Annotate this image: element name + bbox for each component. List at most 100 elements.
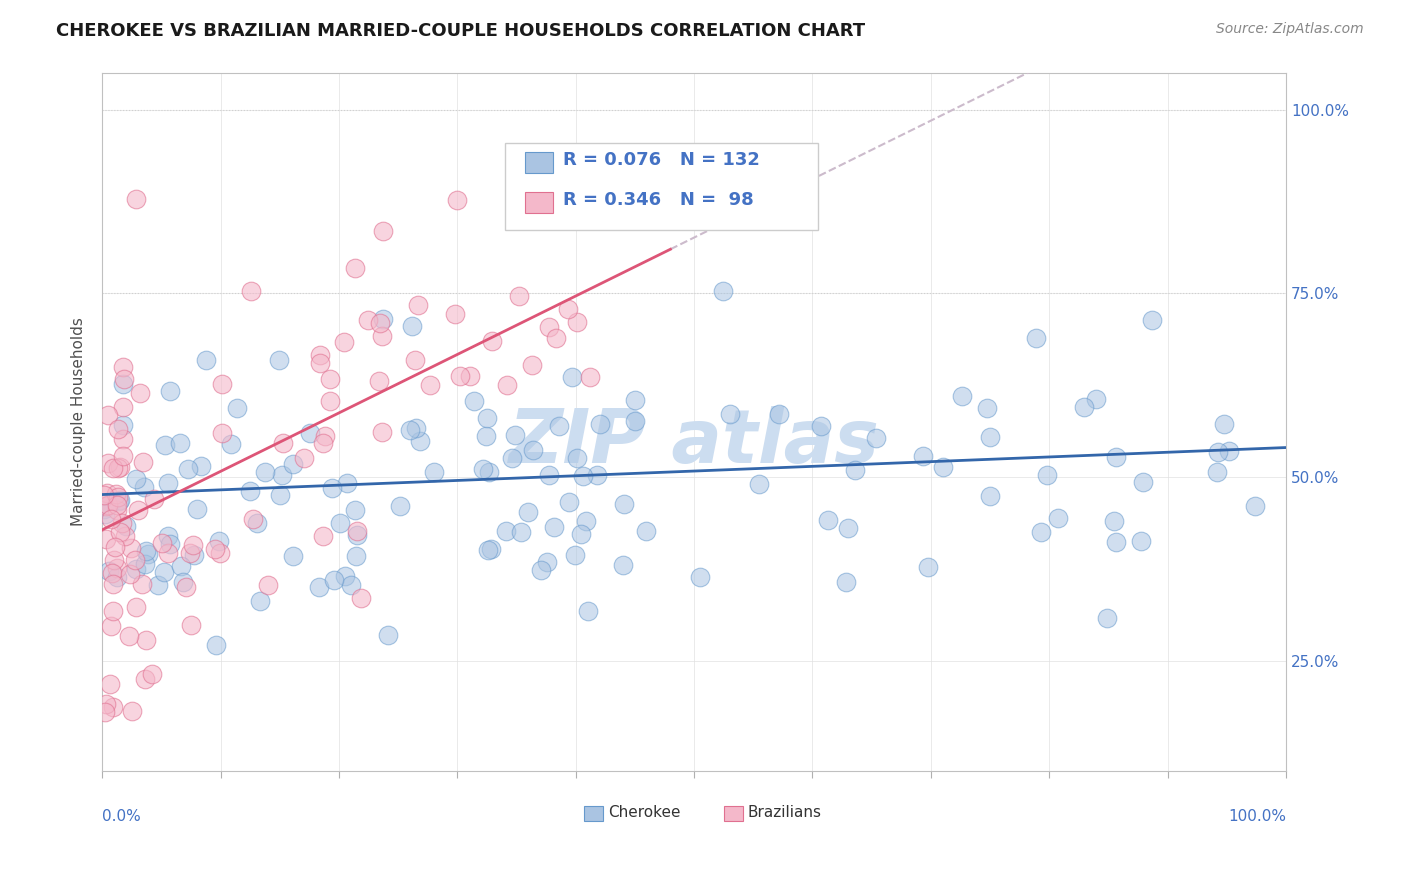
Point xyxy=(536,555,558,569)
Point xyxy=(501,450,523,465)
Point xyxy=(105,503,128,517)
Point xyxy=(810,418,832,433)
Point xyxy=(419,378,441,392)
Point xyxy=(589,417,612,432)
Point xyxy=(344,549,367,563)
Point xyxy=(1047,511,1070,525)
Point xyxy=(368,375,391,389)
Point xyxy=(612,558,634,573)
Point xyxy=(404,353,426,368)
Point xyxy=(125,472,148,486)
Point xyxy=(257,578,280,592)
Point xyxy=(1025,330,1047,344)
Point xyxy=(543,520,565,534)
Point xyxy=(546,331,568,345)
Point xyxy=(101,566,124,580)
Point xyxy=(406,298,429,312)
Point xyxy=(557,301,579,316)
Point xyxy=(239,484,262,499)
Point xyxy=(269,488,291,502)
Point xyxy=(271,436,294,450)
Point xyxy=(195,353,218,368)
Point xyxy=(129,386,152,401)
Point xyxy=(623,392,645,407)
Point xyxy=(181,538,204,552)
Point xyxy=(865,431,887,445)
Point xyxy=(340,578,363,592)
Point xyxy=(94,697,117,711)
Point xyxy=(204,541,226,556)
Y-axis label: Married-couple Households: Married-couple Households xyxy=(72,318,86,526)
Point xyxy=(768,408,790,422)
Point xyxy=(114,518,136,533)
Point xyxy=(508,289,530,303)
Point xyxy=(105,561,128,575)
Point xyxy=(837,521,859,535)
Point xyxy=(1085,392,1108,406)
Point xyxy=(211,377,233,392)
Point xyxy=(613,497,636,511)
Point xyxy=(321,481,343,495)
Point xyxy=(267,352,290,367)
Point xyxy=(111,516,134,530)
Point xyxy=(558,495,581,509)
Point xyxy=(458,369,481,384)
Text: Brazilians: Brazilians xyxy=(748,805,821,820)
Point xyxy=(110,524,132,539)
Point xyxy=(585,467,607,482)
Point xyxy=(292,451,315,466)
Point xyxy=(346,524,368,538)
Point xyxy=(579,369,602,384)
Point xyxy=(537,468,560,483)
Point xyxy=(561,369,583,384)
Point xyxy=(636,524,658,538)
Point xyxy=(477,543,499,558)
Point xyxy=(157,529,180,543)
Point xyxy=(332,334,354,349)
Point xyxy=(718,408,741,422)
Point xyxy=(93,502,115,516)
Point xyxy=(131,577,153,591)
Point xyxy=(463,394,485,409)
Point xyxy=(350,591,373,605)
Point xyxy=(308,356,330,370)
Point xyxy=(356,313,378,327)
Point xyxy=(180,618,202,632)
Point xyxy=(516,505,538,519)
Point xyxy=(190,458,212,473)
Point xyxy=(495,378,517,392)
Point xyxy=(111,449,134,463)
Point xyxy=(408,434,430,448)
Point xyxy=(1105,535,1128,549)
Point xyxy=(389,499,412,513)
Point xyxy=(209,545,232,559)
Point xyxy=(103,700,125,714)
Point xyxy=(1132,475,1154,489)
Point xyxy=(107,494,129,508)
Point xyxy=(323,573,346,587)
Point xyxy=(96,486,118,500)
Point xyxy=(689,570,711,584)
Point xyxy=(530,563,553,577)
Point xyxy=(547,418,569,433)
Point xyxy=(335,569,357,583)
Point xyxy=(97,457,120,471)
Point xyxy=(107,460,129,475)
Text: CHEROKEE VS BRAZILIAN MARRIED-COUPLE HOUSEHOLDS CORRELATION CHART: CHEROKEE VS BRAZILIAN MARRIED-COUPLE HOU… xyxy=(56,22,865,40)
Point xyxy=(311,436,333,450)
Text: Cherokee: Cherokee xyxy=(607,805,681,820)
Point xyxy=(94,507,117,521)
Point xyxy=(204,638,226,652)
Point xyxy=(576,605,599,619)
Point xyxy=(475,411,498,425)
Point xyxy=(125,562,148,576)
Point xyxy=(100,512,122,526)
Point xyxy=(159,384,181,399)
Point xyxy=(153,438,176,452)
Point xyxy=(120,541,142,555)
Point xyxy=(817,513,839,527)
Point xyxy=(156,546,179,560)
Point xyxy=(103,552,125,566)
Point xyxy=(211,426,233,441)
Point xyxy=(564,548,586,562)
